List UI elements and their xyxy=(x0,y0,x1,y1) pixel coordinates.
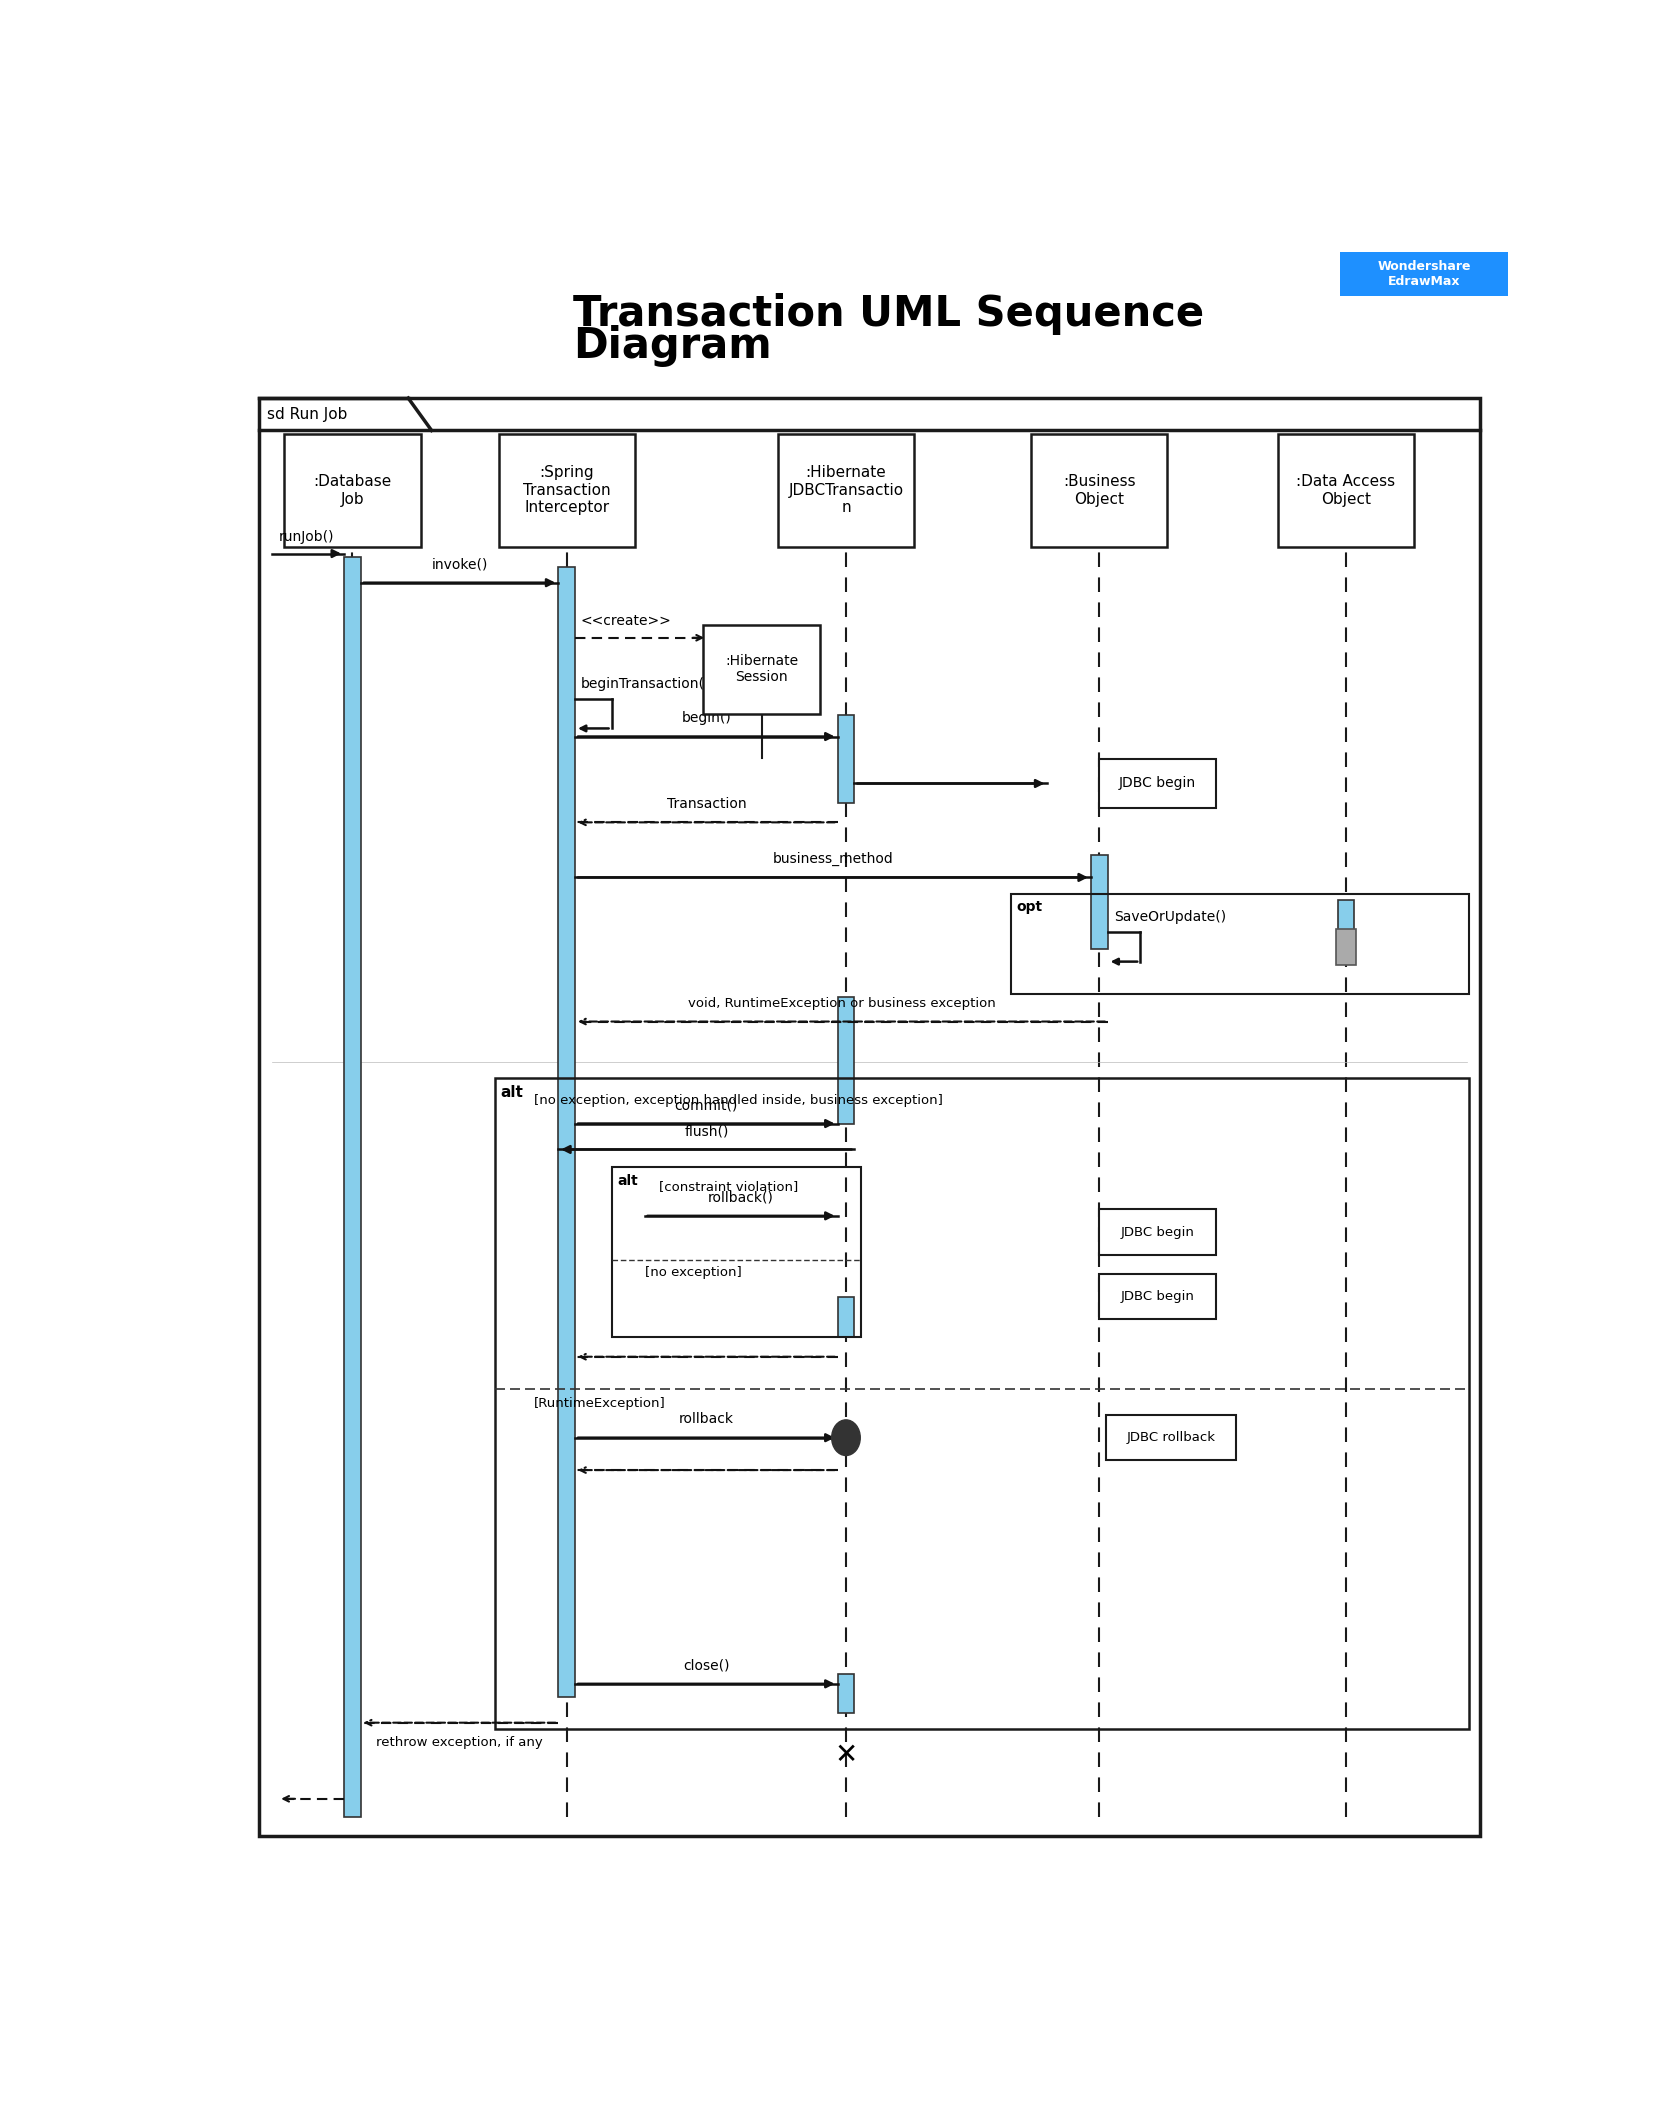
Bar xyxy=(838,1298,855,1338)
Circle shape xyxy=(831,1420,860,1455)
Bar xyxy=(285,433,421,547)
Bar xyxy=(1106,1415,1235,1459)
Bar xyxy=(1099,1209,1217,1255)
Text: begin(): begin() xyxy=(682,711,731,726)
Text: rollback: rollback xyxy=(679,1413,734,1426)
Text: commit(): commit() xyxy=(675,1098,737,1112)
Bar xyxy=(558,566,575,1697)
Bar xyxy=(1011,894,1470,995)
Text: alt: alt xyxy=(501,1085,523,1100)
Bar xyxy=(704,625,820,713)
Text: flush(): flush() xyxy=(684,1125,729,1138)
Text: <<create>>: <<create>> xyxy=(580,614,670,629)
Text: void, RuntimeException or business exception: void, RuntimeException or business excep… xyxy=(687,997,996,1009)
Text: business_method: business_method xyxy=(773,852,893,866)
Text: Transaction UML Sequence: Transaction UML Sequence xyxy=(573,292,1205,334)
Text: :Business
Object: :Business Object xyxy=(1063,473,1136,507)
Bar xyxy=(778,433,913,547)
Text: JDBC begin: JDBC begin xyxy=(1120,776,1197,791)
Text: JDBC begin: JDBC begin xyxy=(1121,1291,1195,1304)
Text: JDBC rollback: JDBC rollback xyxy=(1126,1432,1215,1445)
Text: beginTransaction(): beginTransaction() xyxy=(580,677,709,692)
Bar xyxy=(496,1079,1470,1729)
Text: :Hibernate
JDBCTransactio
n: :Hibernate JDBCTransactio n xyxy=(788,465,903,515)
Bar xyxy=(838,997,855,1123)
Text: [no exception]: [no exception] xyxy=(645,1266,741,1279)
Text: alt: alt xyxy=(617,1173,639,1188)
Text: [RuntimeException]: [RuntimeException] xyxy=(535,1396,665,1411)
Text: JDBC begin: JDBC begin xyxy=(1121,1226,1195,1239)
Text: Transaction: Transaction xyxy=(667,797,746,812)
Text: sd Run Job: sd Run Job xyxy=(266,406,347,423)
Bar xyxy=(838,1674,855,1714)
Bar xyxy=(498,433,635,547)
Bar xyxy=(1099,759,1217,808)
Text: :Spring
Transaction
Interceptor: :Spring Transaction Interceptor xyxy=(523,465,610,515)
Text: invoke(): invoke() xyxy=(431,557,488,572)
Bar xyxy=(1336,930,1356,965)
Text: Diagram: Diagram xyxy=(573,326,773,368)
Text: close(): close() xyxy=(684,1659,729,1672)
Bar xyxy=(612,1167,861,1338)
Text: runJob(): runJob() xyxy=(278,530,334,545)
Text: SaveOrUpdate(): SaveOrUpdate() xyxy=(1115,911,1227,925)
Bar xyxy=(344,557,360,1817)
Bar xyxy=(1031,433,1168,547)
Text: :Hibernate
Session: :Hibernate Session xyxy=(726,654,798,683)
Bar xyxy=(1099,1274,1217,1319)
Text: rollback(): rollback() xyxy=(709,1190,774,1205)
Bar xyxy=(838,715,855,803)
Bar xyxy=(1337,900,1354,955)
Text: opt: opt xyxy=(1016,900,1042,915)
Bar xyxy=(1091,854,1108,948)
Bar xyxy=(1277,433,1415,547)
Text: :Database
Job: :Database Job xyxy=(313,473,392,507)
Text: :Data Access
Object: :Data Access Object xyxy=(1297,473,1396,507)
Text: rethrow exception, if any: rethrow exception, if any xyxy=(375,1735,543,1750)
Text: [constraint violation]: [constraint violation] xyxy=(659,1180,798,1192)
Text: [no exception, exception handled inside, business exception]: [no exception, exception handled inside,… xyxy=(535,1094,944,1108)
Text: Wondershare
EdrawMax: Wondershare EdrawMax xyxy=(1378,261,1472,288)
Text: ✕: ✕ xyxy=(835,1741,858,1769)
Bar xyxy=(1339,252,1508,297)
Bar xyxy=(258,397,1480,1836)
